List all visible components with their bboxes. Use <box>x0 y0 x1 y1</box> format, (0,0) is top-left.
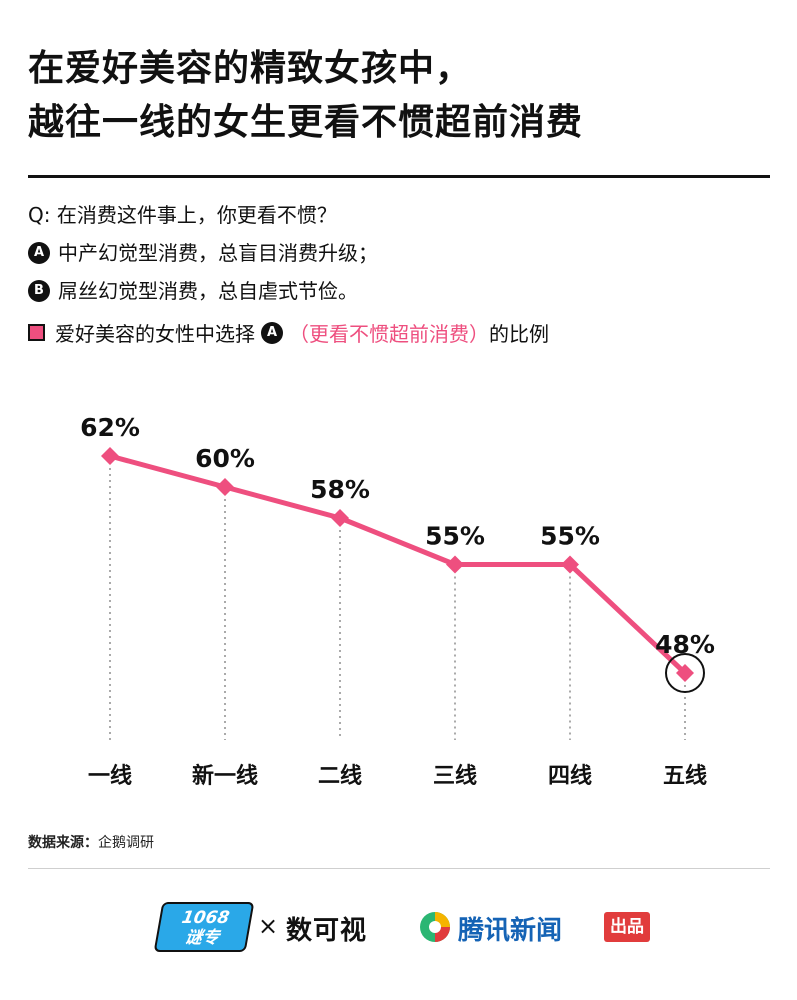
series-line <box>109 453 687 675</box>
data-labels: 62% 60% 58% 55% 55% 48% <box>80 413 715 659</box>
data-point <box>676 664 694 682</box>
x-tick-label: 新一线 <box>192 763 258 789</box>
highlight-ring <box>665 653 705 693</box>
question-text: Q: 在消费这件事上，你更看不惯？ <box>28 203 337 227</box>
collab-times-sign: × <box>258 912 279 940</box>
logo-shukeshi: 数可视 <box>286 916 368 946</box>
x-tick-label: 二线 <box>318 763 362 789</box>
legend-marker: A <box>261 321 283 344</box>
title-divider <box>28 175 770 178</box>
data-points <box>101 447 694 682</box>
data-label: 60% <box>195 444 255 473</box>
data-point <box>446 555 464 574</box>
x-tick-labels: 一线 新一线 二线 三线 四线 五线 <box>88 763 707 789</box>
source-label: 数据来源： <box>28 835 98 851</box>
legend-prefix: 爱好美容的女性中选择 <box>55 322 255 346</box>
legend-suffix: 的比例 <box>489 322 549 346</box>
footer-divider <box>28 868 770 869</box>
x-tick-label: 一线 <box>88 763 132 789</box>
option-b-text: 屌丝幻觉型消费，总自虐式节俭。 <box>58 279 358 303</box>
tencent-news-icon <box>420 912 450 942</box>
legend-highlight: （更看不惯超前消费） <box>289 322 489 346</box>
line-chart: 62% 60% 58% 55% 55% 48% 一线 新一线 二线 三线 四线 五线 <box>80 413 715 789</box>
x-tick-label: 五线 <box>663 763 707 789</box>
option-b: B 屌丝幻觉型消费，总自虐式节俭。 <box>28 272 768 310</box>
x-tick-label: 四线 <box>548 763 592 789</box>
data-point <box>216 478 234 496</box>
data-point <box>101 447 119 465</box>
source-value: 企鹅调研 <box>98 835 154 851</box>
logo-1068-line-1: 1068 <box>180 908 232 928</box>
logo-tencent-badge: 出品 <box>604 912 650 942</box>
footer-logos: 1068 谜专 × 数可视 腾讯新闻 出品 <box>0 890 797 960</box>
data-label: 48% <box>655 630 715 659</box>
chart-title: 在爱好美容的精致女孩中， 越往一线的女生更看不惯超前消费 <box>28 42 768 150</box>
vertical-guides <box>109 456 686 740</box>
data-label: 55% <box>540 522 600 551</box>
data-point <box>561 555 579 574</box>
title-line-1: 在爱好美容的精致女孩中， <box>28 48 473 89</box>
option-b-marker: B <box>28 280 50 302</box>
data-label: 55% <box>425 522 485 551</box>
source-note: 数据来源：企鹅调研 <box>28 832 154 852</box>
logo-tencent-news: 腾讯新闻 <box>458 916 563 946</box>
option-a-text: 中产幻觉型消费，总盲目消费升级； <box>58 241 378 265</box>
x-tick-label: 三线 <box>433 763 477 789</box>
logo-1068-badge: 1068 谜专 <box>153 902 255 952</box>
legend-swatch <box>28 324 45 341</box>
option-a-marker: A <box>28 242 50 264</box>
data-label: 58% <box>310 475 370 504</box>
option-a: A 中产幻觉型消费，总盲目消费升级； <box>28 234 768 272</box>
legend: 爱好美容的女性中选择 A （更看不惯超前消费） 的比例 <box>28 318 788 347</box>
data-label: 62% <box>80 413 140 442</box>
logo-1068-line-2: 谜专 <box>183 928 221 948</box>
question-block: Q: 在消费这件事上，你更看不惯？ A 中产幻觉型消费，总盲目消费升级； B 屌… <box>28 196 768 310</box>
data-point <box>331 509 349 527</box>
title-line-2: 越往一线的女生更看不惯超前消费 <box>28 102 584 143</box>
highlight-circle <box>665 653 705 693</box>
